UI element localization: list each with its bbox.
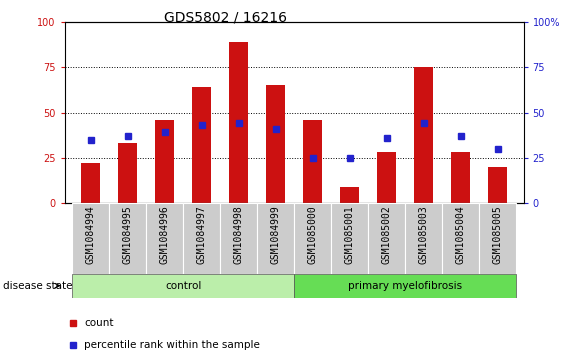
Bar <box>266 85 285 203</box>
Text: primary myelofibrosis: primary myelofibrosis <box>348 281 462 291</box>
Bar <box>294 203 331 274</box>
Bar <box>341 187 359 203</box>
Bar <box>377 152 396 203</box>
Text: GSM1084997: GSM1084997 <box>196 205 207 264</box>
Bar <box>479 203 516 274</box>
Bar <box>414 67 433 203</box>
Bar <box>368 203 405 274</box>
Text: percentile rank within the sample: percentile rank within the sample <box>84 340 260 350</box>
Bar <box>303 120 322 203</box>
Bar <box>183 203 220 274</box>
Bar <box>220 203 257 274</box>
Text: GSM1084996: GSM1084996 <box>160 205 169 264</box>
Text: GSM1085000: GSM1085000 <box>307 205 318 264</box>
Text: GSM1084995: GSM1084995 <box>123 205 133 264</box>
Bar <box>72 203 109 274</box>
Text: control: control <box>165 281 202 291</box>
Text: GDS5802 / 16216: GDS5802 / 16216 <box>164 11 287 25</box>
Bar <box>109 203 146 274</box>
Text: GSM1085005: GSM1085005 <box>493 205 503 264</box>
Text: GSM1085002: GSM1085002 <box>382 205 392 264</box>
Text: GSM1085004: GSM1085004 <box>455 205 466 264</box>
Bar <box>294 274 516 298</box>
Bar <box>146 203 183 274</box>
Bar <box>155 120 174 203</box>
Bar <box>193 87 211 203</box>
Text: GSM1085001: GSM1085001 <box>345 205 355 264</box>
Bar <box>118 143 137 203</box>
Bar <box>72 274 294 298</box>
Text: GSM1085003: GSM1085003 <box>419 205 428 264</box>
Bar <box>229 42 248 203</box>
Bar <box>331 203 368 274</box>
Bar <box>489 167 507 203</box>
Bar <box>405 203 442 274</box>
Text: GSM1084998: GSM1084998 <box>234 205 244 264</box>
Text: count: count <box>84 318 114 328</box>
Bar <box>452 152 470 203</box>
Text: disease state: disease state <box>3 281 72 291</box>
Text: GSM1084999: GSM1084999 <box>271 205 281 264</box>
Bar <box>257 203 294 274</box>
Bar <box>82 163 100 203</box>
Bar <box>442 203 479 274</box>
Text: GSM1084994: GSM1084994 <box>86 205 96 264</box>
